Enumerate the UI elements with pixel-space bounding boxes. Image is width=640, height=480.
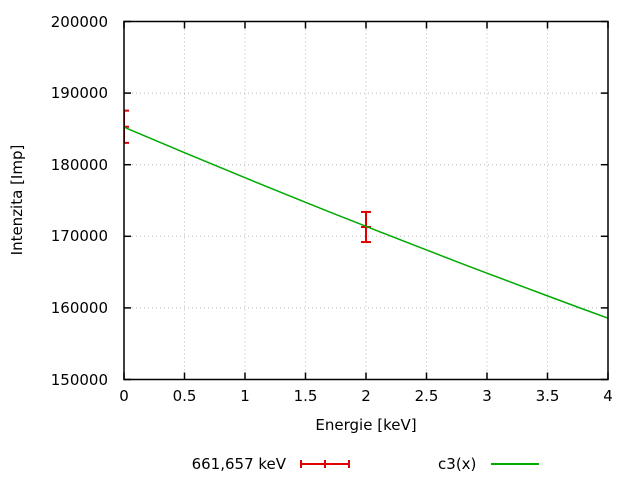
x-tick-label: 1 <box>240 387 250 405</box>
y-tick-label: 180000 <box>50 155 108 174</box>
y-tick-label: 160000 <box>50 298 108 317</box>
legend-entry-errorbar-series: 661,657 keV <box>191 455 351 473</box>
x-tick-label: 3 <box>482 387 492 405</box>
series-fit-line <box>124 126 608 319</box>
line-sample-icon <box>491 463 540 465</box>
legend-label-errorbar-series: 661,657 keV <box>191 455 287 473</box>
x-axis-title: Energie [keV] <box>315 416 417 434</box>
gridlines <box>124 21 608 380</box>
legend-label-fit-line: c3(x) <box>438 455 477 473</box>
x-tick-label: 3.5 <box>535 387 560 405</box>
y-tick-label: 190000 <box>50 84 108 103</box>
x-tick-label: 0.5 <box>172 387 197 405</box>
x-tick-label: 2 <box>361 387 371 405</box>
legend: 661,657 keV c3(x) <box>124 455 608 473</box>
y-tick-label: 150000 <box>50 370 108 389</box>
legend-entry-fit-line: c3(x) <box>438 455 540 473</box>
x-tick-label: 4 <box>603 387 613 405</box>
plot-border <box>123 20 609 381</box>
y-axis-title: Intenzita [Imp] <box>8 144 26 256</box>
y-tick-label: 170000 <box>50 227 108 246</box>
x-tick-label: 0 <box>119 387 129 405</box>
x-tick-label: 2.5 <box>414 387 439 405</box>
errorbar-sample-icon <box>300 460 351 468</box>
y-tick-label: 200000 <box>50 12 108 31</box>
x-tick-label: 1.5 <box>293 387 318 405</box>
